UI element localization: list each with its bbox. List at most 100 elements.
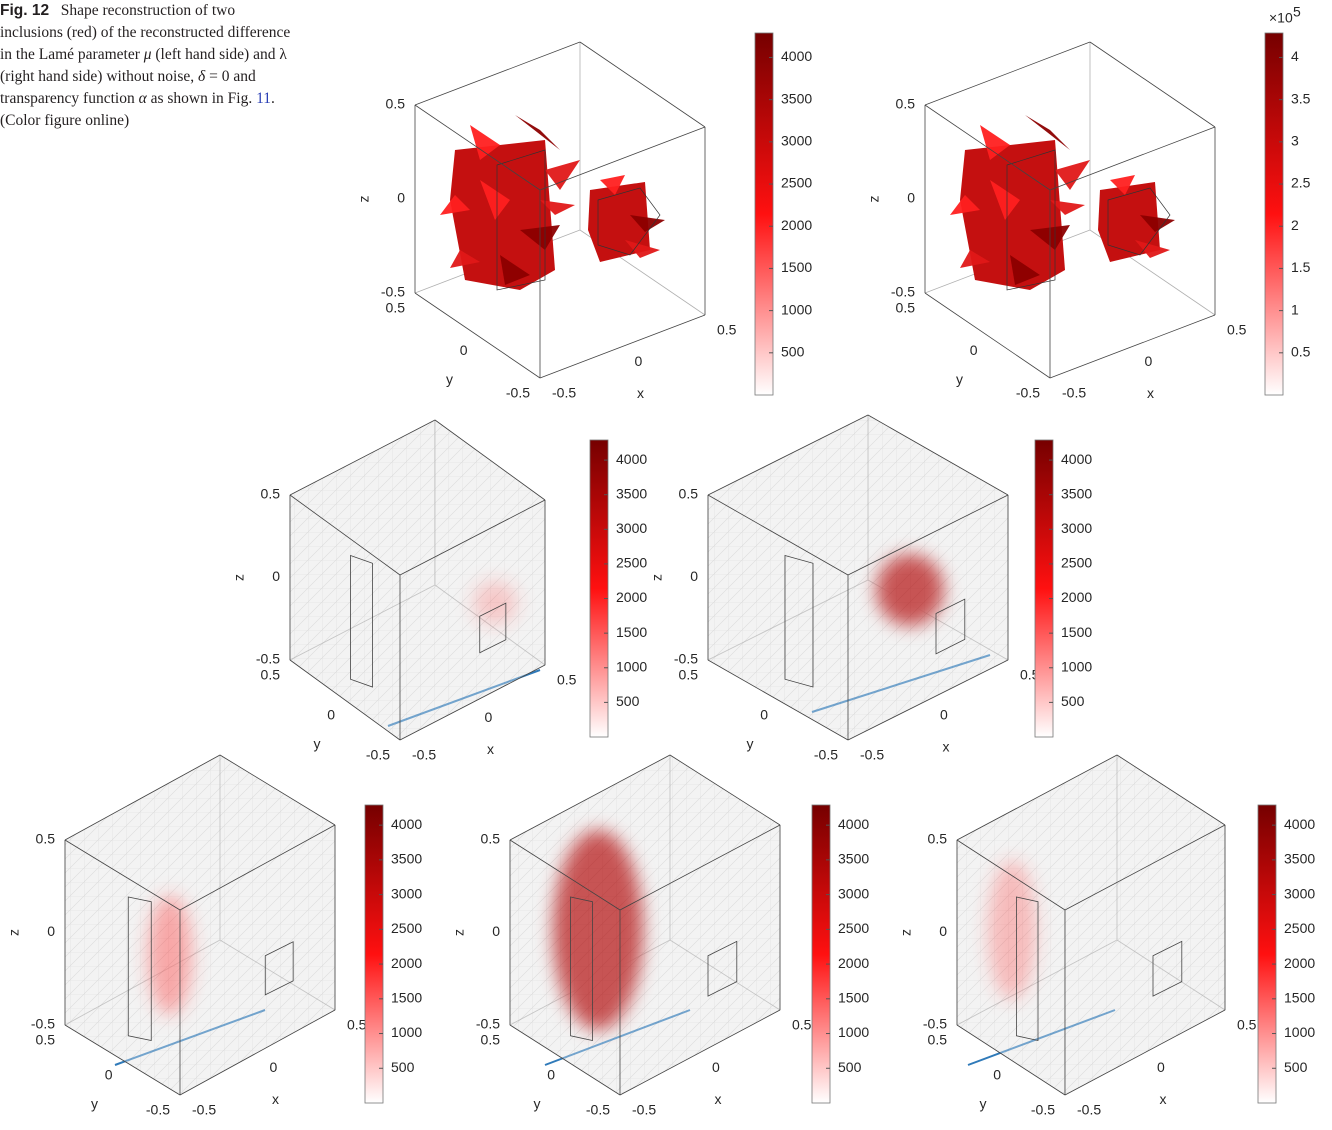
x-tick-label: 0 (940, 707, 948, 723)
x-tick-label: 0 (270, 1059, 278, 1075)
z-tick-label: -0.5 (891, 284, 915, 300)
colorbar-tick-label: 1000 (1061, 658, 1092, 674)
colorbar-tick-label: 500 (1061, 693, 1085, 709)
colorbar-tick-label: 2000 (1284, 955, 1315, 971)
y-tick-label: 0.5 (481, 1032, 501, 1048)
colorbar (755, 33, 773, 395)
colorbar-tick-label: 3000 (1061, 520, 1092, 536)
colorbar-tick-label: 4000 (391, 816, 422, 832)
inclusion (440, 115, 665, 290)
y-tick-label: 0 (970, 342, 978, 358)
y-tick-label: 0 (760, 707, 768, 723)
z-axis-label: z (898, 929, 914, 936)
z-axis-label: z (356, 196, 372, 203)
y-tick-label: 0 (460, 342, 468, 358)
y-tick-label: 0.5 (36, 1032, 56, 1048)
z-tick-label: 0.5 (481, 831, 501, 847)
y-tick-label: -0.5 (506, 385, 530, 401)
colorbar-tick-label: 4000 (781, 48, 812, 64)
z-tick-label: -0.5 (674, 651, 698, 667)
colorbar-tick-label: 3000 (838, 885, 869, 901)
x-tick-label: 0 (1157, 1059, 1165, 1075)
colorbar-tick-label: 1500 (616, 624, 647, 640)
cube-edge (415, 293, 540, 378)
y-tick-label: 0 (327, 707, 335, 723)
colorbar-tick-label: 2500 (1284, 920, 1315, 936)
colorbar-tick-label: 2500 (838, 920, 869, 936)
z-tick-label: 0 (272, 568, 280, 584)
colorbar (365, 805, 383, 1103)
colorbar-tick-label: 2000 (1061, 589, 1092, 605)
x-tick-label: 0.5 (1237, 1017, 1257, 1033)
z-axis-label: z (649, 574, 665, 581)
colorbar-tick-label: 3500 (1061, 485, 1092, 501)
cube-edge (925, 293, 1050, 378)
z-tick-label: 0.5 (36, 831, 56, 847)
cube-edge (540, 127, 705, 190)
x-tick-label: 0.5 (347, 1017, 367, 1033)
y-tick-label: 0.5 (261, 667, 281, 683)
x-axis-label: x (1147, 385, 1154, 401)
inclusion (950, 115, 1175, 290)
colorbar-tick-label: 1000 (391, 1024, 422, 1040)
colorbar-tick-label: 1 (1291, 301, 1299, 317)
x-tick-label: 0 (712, 1059, 720, 1075)
colorbar-tick-label: 500 (391, 1059, 415, 1075)
colorbar-tick-label: 500 (1284, 1059, 1308, 1075)
y-tick-label: -0.5 (814, 747, 838, 763)
x-axis-label: x (272, 1091, 279, 1107)
y-tick-label: 0.5 (928, 1032, 948, 1048)
colorbar-tick-label: 3000 (616, 520, 647, 536)
colorbar-tick-label: 2.5 (1291, 175, 1311, 191)
panel: 0.50-0.50.50-0.5-0.500.5zyx5001000150020… (356, 33, 813, 401)
y-axis-label: y (534, 1096, 541, 1112)
colorbar-tick-label: 2000 (391, 955, 422, 971)
z-tick-label: -0.5 (381, 284, 405, 300)
x-tick-label: 0 (1145, 353, 1153, 369)
colorbar-tick-label: 1500 (781, 259, 812, 275)
colorbar-tick-label: 1500 (1284, 990, 1315, 1006)
colorbar-tick-label: 1000 (616, 658, 647, 674)
colorbar-tick-label: 500 (838, 1059, 862, 1075)
x-tick-label: -0.5 (1062, 385, 1086, 401)
colorbar (1258, 805, 1276, 1103)
colorbar-tick-label: 3500 (616, 485, 647, 501)
x-tick-label: 0 (635, 353, 643, 369)
y-tick-label: -0.5 (586, 1102, 610, 1118)
y-axis-label: y (314, 736, 321, 752)
x-tick-label: 0 (485, 709, 493, 725)
colorbar-tick-label: 1500 (1061, 624, 1092, 640)
z-tick-label: 0.5 (928, 831, 948, 847)
colorbar-tick-label: 3.5 (1291, 90, 1311, 106)
y-axis-label: y (956, 371, 963, 387)
cube-edge (415, 42, 580, 105)
x-tick-label: 0.5 (557, 672, 577, 688)
colorbar-tick-label: 2500 (616, 555, 647, 571)
y-axis-label: y (91, 1096, 98, 1112)
x-tick-label: -0.5 (192, 1102, 216, 1118)
x-axis-label: x (943, 739, 950, 755)
y-tick-label: 0.5 (896, 300, 916, 316)
colorbar-tick-label: 3000 (391, 885, 422, 901)
x-axis-label: x (715, 1091, 722, 1107)
inclusion-facet (1055, 160, 1090, 190)
y-tick-label: 0 (105, 1067, 113, 1083)
cube-edge (1090, 42, 1215, 127)
z-tick-label: -0.5 (923, 1016, 947, 1032)
colorbar-tick-label: 3000 (1284, 885, 1315, 901)
z-tick-label: 0 (397, 190, 405, 206)
cube-edge (540, 315, 705, 378)
z-tick-label: -0.5 (31, 1016, 55, 1032)
z-tick-label: 0 (939, 923, 947, 939)
panel: 0.50-0.50.50-0.5-0.500.5zyx5001000150020… (6, 755, 423, 1118)
x-tick-label: -0.5 (1077, 1102, 1101, 1118)
y-tick-label: 0 (547, 1067, 555, 1083)
colorbar (812, 805, 830, 1103)
z-tick-label: -0.5 (256, 651, 280, 667)
colorbar-tick-label: 4000 (1284, 816, 1315, 832)
y-tick-label: -0.5 (1016, 385, 1040, 401)
colorbar-tick-label: 3500 (781, 90, 812, 106)
colorbar-multiplier: ×10 (1269, 10, 1293, 26)
